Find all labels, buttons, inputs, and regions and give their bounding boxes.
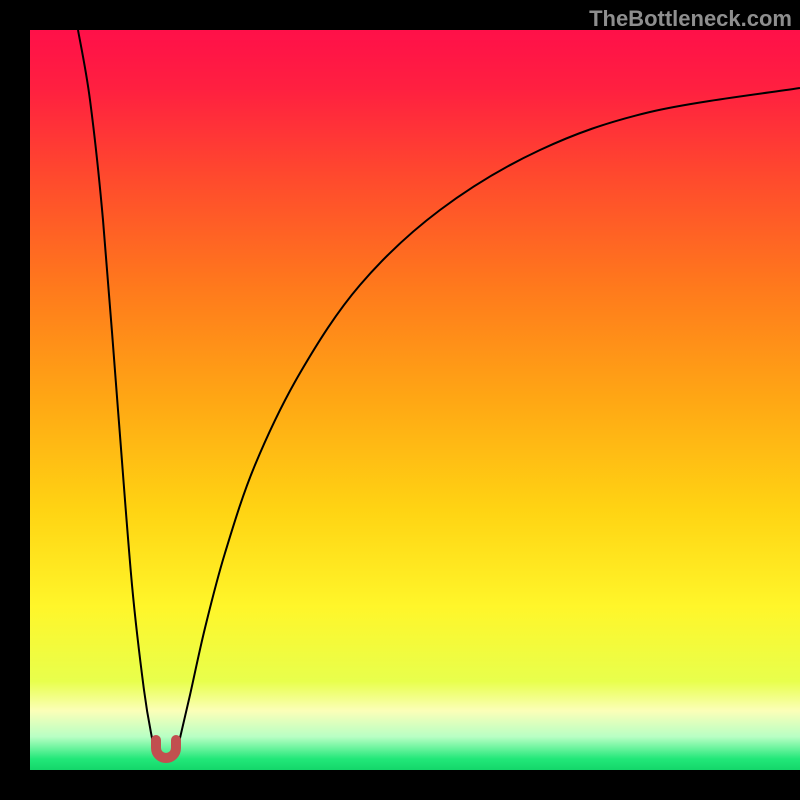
- border-left: [0, 0, 30, 800]
- border-bottom: [0, 770, 800, 800]
- chart-stage: TheBottleneck.com: [0, 0, 800, 800]
- watermark-text: TheBottleneck.com: [589, 6, 792, 32]
- plot-gradient-area: [30, 30, 800, 770]
